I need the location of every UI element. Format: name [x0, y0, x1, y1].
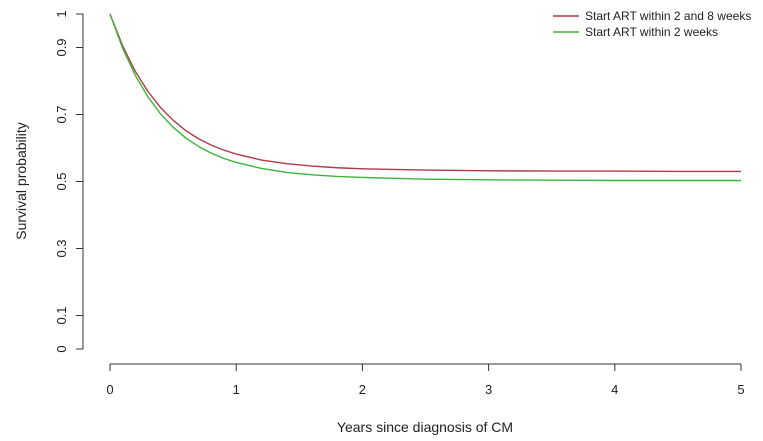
y-axis-title: Survival probability — [13, 122, 29, 240]
y-tick-label: 0.7 — [54, 105, 69, 123]
series-line — [109, 13, 741, 182]
x-tick-label: 3 — [485, 382, 492, 397]
series-lines — [109, 13, 741, 182]
y-tick-label: 0 — [54, 345, 69, 352]
x-axis-title: Years since diagnosis of CM — [337, 419, 513, 435]
y-tick-label: 0.5 — [54, 172, 69, 190]
y-tick-label: 0.1 — [54, 306, 69, 324]
legend-label: Start ART within 2 weeks — [585, 25, 718, 39]
y-tick-label: 0.3 — [54, 239, 69, 257]
x-tick-label: 5 — [737, 382, 744, 397]
x-tick-label: 1 — [233, 382, 240, 397]
x-tick-label: 2 — [359, 382, 366, 397]
y-tick-label: 0.9 — [54, 38, 69, 56]
series-line — [109, 13, 741, 173]
y-tick-label: 1 — [54, 10, 69, 17]
legend: Start ART within 2 and 8 weeks Start ART … — [553, 9, 751, 39]
x-tick-label: 0 — [106, 382, 113, 397]
axes-group: 0 1 2 3 4 5 0 0.1 0.3 0.5 0.7 0.9 1 — [54, 10, 745, 397]
legend-label: Start ART within 2 and 8 weeks — [585, 9, 751, 23]
x-tick-label: 4 — [611, 382, 618, 397]
